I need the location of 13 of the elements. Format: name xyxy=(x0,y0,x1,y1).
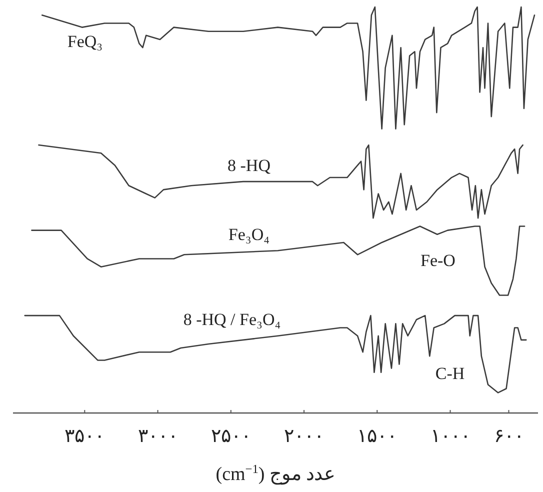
x-tick-label: ۱۰۰۰ xyxy=(430,426,470,447)
x-tick-label: ۲۵۰۰ xyxy=(210,426,251,447)
annotation: Fe-O xyxy=(420,251,456,270)
x-tick-label: ۳۵۰۰ xyxy=(64,426,105,447)
x-tick-label: ۱۵۰۰ xyxy=(357,426,398,447)
series-label: FeQ₃ xyxy=(67,32,103,51)
x-tick-label: ۲۰۰۰ xyxy=(284,426,324,447)
annotation: C-H xyxy=(435,364,465,383)
x-tick-label: ۳۰۰۰ xyxy=(138,426,178,447)
series-label: 8 -HQ xyxy=(228,156,270,175)
x-tick-label: ۶۰۰ xyxy=(494,426,524,447)
series-label: 8 -HQ / Fe₃O₄ xyxy=(183,310,281,329)
series-label: Fe₃O₄ xyxy=(228,225,270,244)
